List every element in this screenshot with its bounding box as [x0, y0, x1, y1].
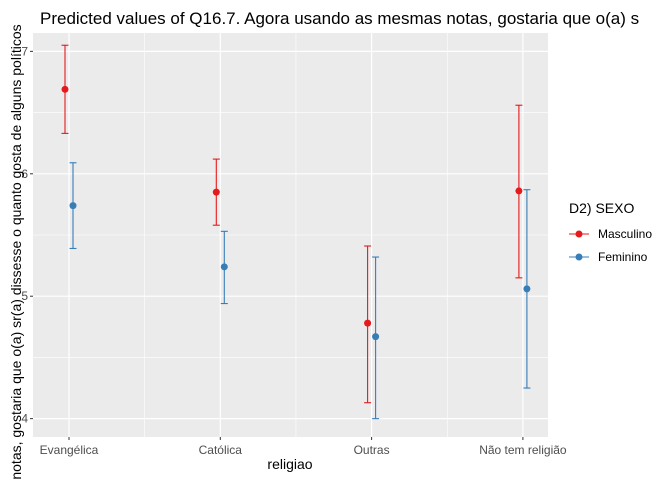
data-point: [523, 285, 531, 293]
y-tick-label: 6: [21, 167, 28, 181]
x-tick-label: Católica: [199, 443, 243, 457]
major-gridlines: [33, 33, 548, 437]
y-tick-label: 5: [21, 289, 28, 303]
legend-label: Masculino: [598, 227, 652, 241]
data-point: [372, 333, 380, 341]
y-tick-label: 4: [21, 412, 28, 426]
data-point: [212, 188, 220, 196]
data-marks: [61, 44, 531, 420]
legend-key-point: [575, 253, 583, 261]
legend-label: Feminino: [598, 250, 648, 264]
y-axis: 4 5 6 7: [21, 44, 33, 426]
legend-key-point: [575, 230, 583, 238]
y-axis-title: notas, gostaria que o(a) sr(a) dissesse …: [8, 24, 24, 479]
x-tick-label: Evangélica: [40, 443, 99, 457]
data-point: [364, 319, 372, 327]
x-tick-label: Outras: [354, 443, 390, 457]
legend: D2) SEXO Masculino Feminino: [569, 200, 652, 264]
y-tick-label: 7: [21, 44, 28, 58]
data-point: [220, 263, 228, 271]
data-point: [69, 202, 77, 210]
minor-gridlines: [33, 33, 548, 437]
legend-title: D2) SEXO: [569, 200, 634, 216]
data-point: [515, 187, 523, 195]
x-axis: Evangélica Católica Outras Não tem religião: [40, 437, 567, 457]
x-tick-label: Não tem religião: [479, 443, 567, 457]
data-point: [61, 85, 69, 93]
x-axis-title: religiao: [267, 456, 312, 472]
chart-title: Predicted values of Q16.7. Agora usando …: [40, 9, 639, 28]
